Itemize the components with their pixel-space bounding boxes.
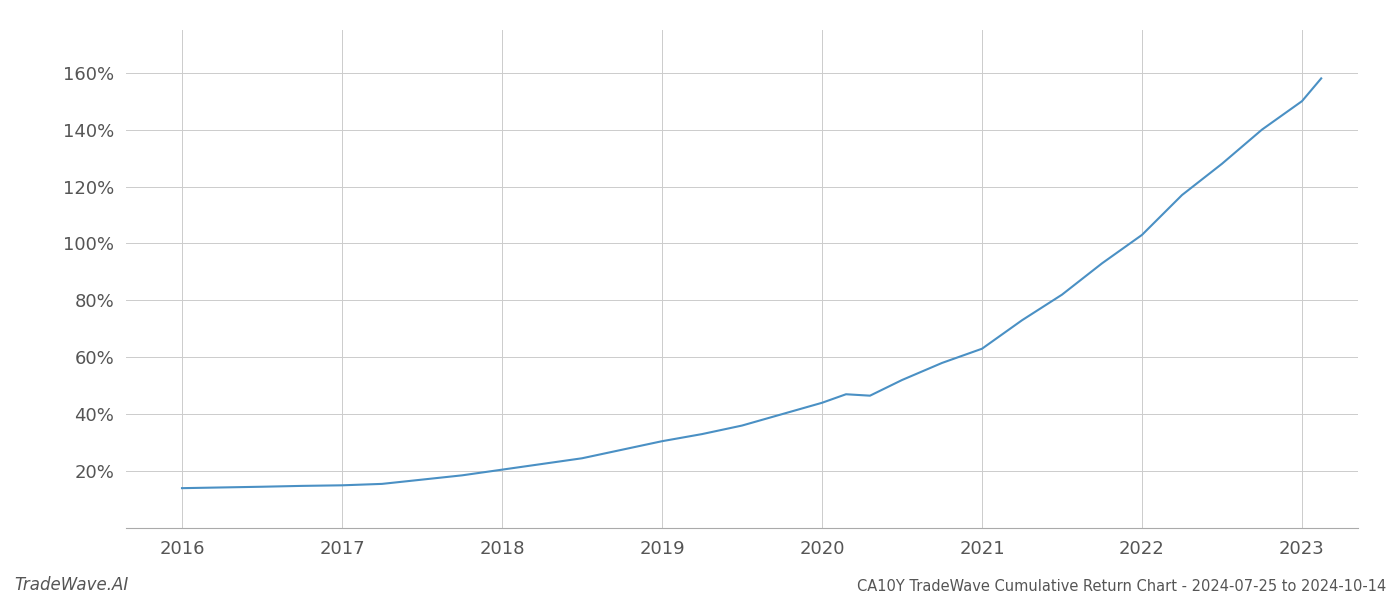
Text: CA10Y TradeWave Cumulative Return Chart - 2024-07-25 to 2024-10-14: CA10Y TradeWave Cumulative Return Chart … — [857, 579, 1386, 594]
Text: TradeWave.AI: TradeWave.AI — [14, 576, 129, 594]
